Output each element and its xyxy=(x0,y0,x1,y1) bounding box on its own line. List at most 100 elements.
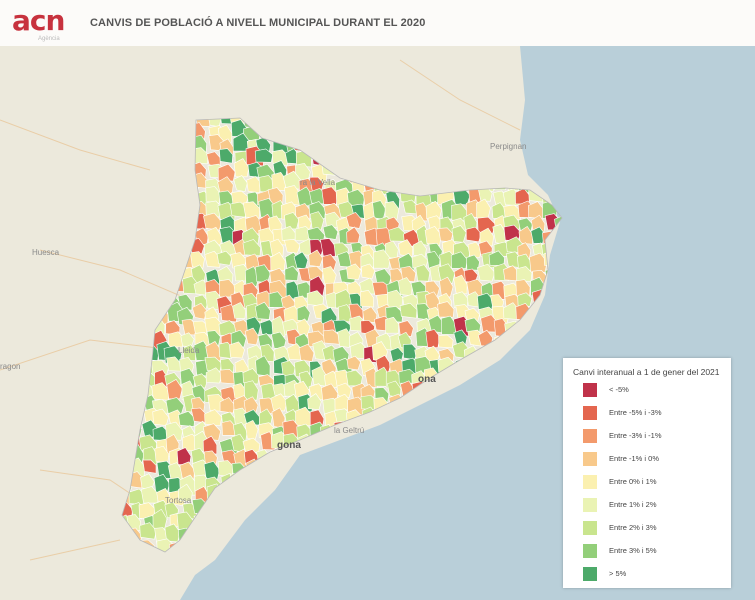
municipality[interactable] xyxy=(244,419,259,440)
municipality[interactable] xyxy=(397,239,414,258)
municipality[interactable] xyxy=(202,435,218,455)
municipality[interactable] xyxy=(178,483,193,503)
municipality[interactable] xyxy=(345,369,363,387)
municipality[interactable] xyxy=(293,251,309,269)
municipality[interactable] xyxy=(296,305,311,322)
municipality[interactable] xyxy=(453,329,468,347)
municipality[interactable] xyxy=(242,437,261,453)
municipality[interactable] xyxy=(463,268,479,284)
municipality[interactable] xyxy=(399,302,418,319)
municipality[interactable] xyxy=(306,290,324,307)
municipality[interactable] xyxy=(384,201,400,220)
municipality[interactable] xyxy=(232,302,247,319)
municipality[interactable] xyxy=(438,227,454,243)
acn-logo[interactable]: acn Agència xyxy=(12,6,72,43)
municipality[interactable] xyxy=(322,224,339,240)
municipality[interactable] xyxy=(166,379,183,400)
municipality[interactable] xyxy=(373,249,391,269)
municipality[interactable] xyxy=(219,279,236,298)
municipality[interactable] xyxy=(359,289,375,308)
municipality[interactable] xyxy=(284,265,299,281)
municipality[interactable] xyxy=(217,163,236,182)
municipality[interactable] xyxy=(284,212,300,230)
municipality[interactable] xyxy=(476,263,496,282)
municipality[interactable] xyxy=(398,320,414,337)
municipality[interactable] xyxy=(180,332,195,348)
municipality[interactable] xyxy=(243,396,259,415)
municipality[interactable] xyxy=(255,355,271,377)
municipality[interactable] xyxy=(346,355,361,371)
municipality[interactable] xyxy=(488,250,505,267)
municipality[interactable] xyxy=(516,266,533,283)
municipality[interactable] xyxy=(142,459,157,474)
municipality[interactable] xyxy=(336,382,352,398)
municipality[interactable] xyxy=(479,227,494,247)
municipality[interactable] xyxy=(254,301,271,320)
municipality[interactable] xyxy=(515,279,531,298)
municipality[interactable] xyxy=(176,447,192,466)
municipality[interactable] xyxy=(438,334,454,349)
municipality[interactable] xyxy=(204,409,223,427)
municipality[interactable] xyxy=(140,473,155,491)
municipality[interactable] xyxy=(206,330,221,347)
municipality[interactable] xyxy=(231,190,249,206)
municipality[interactable] xyxy=(400,266,416,282)
municipality[interactable] xyxy=(307,393,322,411)
municipality[interactable] xyxy=(412,240,427,258)
municipality[interactable] xyxy=(476,198,491,219)
municipality[interactable] xyxy=(219,148,234,164)
municipality[interactable] xyxy=(308,249,324,267)
municipality[interactable] xyxy=(242,239,261,257)
municipality[interactable] xyxy=(203,460,220,480)
municipality[interactable] xyxy=(426,250,441,270)
municipality[interactable] xyxy=(451,225,467,243)
municipality[interactable] xyxy=(466,254,480,271)
municipality[interactable] xyxy=(165,397,185,416)
municipality[interactable] xyxy=(229,341,245,359)
municipality[interactable] xyxy=(530,214,546,233)
municipality[interactable] xyxy=(216,250,233,266)
municipality[interactable] xyxy=(437,301,455,318)
municipality[interactable] xyxy=(464,317,481,334)
municipality[interactable] xyxy=(439,276,454,298)
municipality[interactable] xyxy=(372,200,387,220)
municipality[interactable] xyxy=(230,252,247,269)
municipality[interactable] xyxy=(296,318,311,336)
municipality[interactable] xyxy=(242,368,260,385)
municipality[interactable] xyxy=(397,277,413,297)
municipality[interactable] xyxy=(529,252,548,273)
municipality[interactable] xyxy=(179,461,195,480)
municipality[interactable] xyxy=(346,226,361,244)
municipality[interactable] xyxy=(389,347,404,363)
municipality[interactable] xyxy=(361,263,376,280)
municipality[interactable] xyxy=(453,274,468,295)
municipality[interactable] xyxy=(415,264,431,282)
municipality[interactable] xyxy=(192,373,208,389)
municipality[interactable] xyxy=(217,176,234,194)
municipality[interactable] xyxy=(206,151,221,168)
municipality[interactable] xyxy=(233,158,250,178)
municipality[interactable] xyxy=(425,200,442,220)
municipality[interactable] xyxy=(207,107,223,127)
municipality[interactable] xyxy=(152,408,169,426)
municipality[interactable] xyxy=(271,331,287,350)
municipality[interactable] xyxy=(254,264,271,283)
municipality[interactable] xyxy=(233,175,248,193)
municipality[interactable] xyxy=(244,327,259,346)
municipality[interactable] xyxy=(346,263,362,280)
municipality[interactable] xyxy=(254,148,274,163)
municipality[interactable] xyxy=(309,211,325,231)
municipality[interactable] xyxy=(281,360,296,377)
municipality[interactable] xyxy=(345,211,363,229)
municipality[interactable] xyxy=(385,316,400,334)
municipality[interactable] xyxy=(178,410,196,427)
municipality[interactable] xyxy=(386,380,402,398)
municipality[interactable] xyxy=(270,251,286,271)
municipality[interactable] xyxy=(242,201,261,219)
municipality[interactable] xyxy=(152,508,168,530)
municipality[interactable] xyxy=(204,356,222,372)
municipality[interactable] xyxy=(269,238,284,258)
municipality[interactable] xyxy=(297,214,312,232)
municipality[interactable] xyxy=(298,343,315,362)
municipality[interactable] xyxy=(321,266,337,285)
